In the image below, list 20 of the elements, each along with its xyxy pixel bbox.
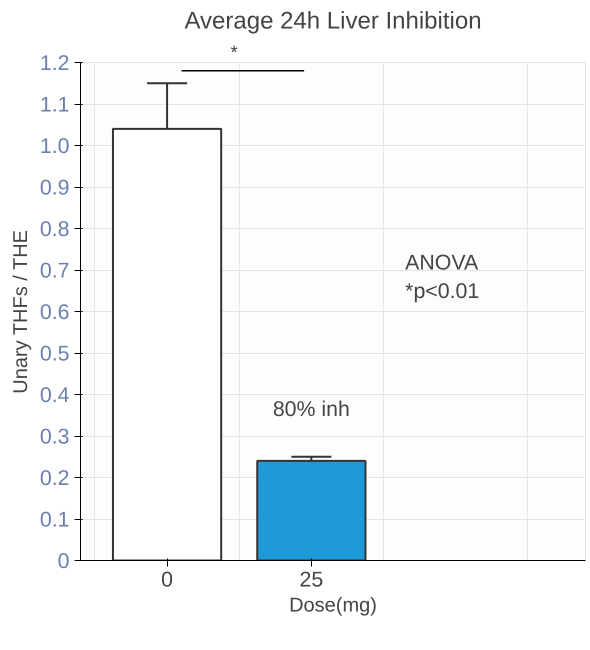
y-tick-label: 0 [58, 549, 70, 573]
x-tick-label: 25 [299, 568, 324, 592]
text: ANOVA *p<0.01 [405, 250, 480, 304]
x-axis-title: Dose(mg) [289, 594, 377, 616]
y-tick-label: 0.7 [40, 258, 70, 282]
annotation: 80% inh [272, 396, 350, 421]
y-tick-label: 1.2 [40, 51, 70, 75]
y-tick-label: 0.5 [40, 342, 70, 366]
y-tick-label: 0.4 [40, 383, 70, 407]
y-tick-label: 1.1 [40, 92, 70, 116]
y-tick-label: 0.8 [40, 217, 70, 241]
y-tick-label: 1.0 [40, 134, 70, 158]
chart-title: Average 24h Liver Inhibition [184, 8, 482, 34]
y-tick-label: 0.9 [40, 176, 70, 200]
y-tick-label: 0.3 [40, 424, 70, 448]
y-axis-title: Unary THFs / THE [10, 230, 32, 394]
y-tick-label: 0.1 [40, 508, 70, 532]
y-tick-label: 0.6 [40, 300, 70, 324]
text: * [230, 42, 238, 62]
y-tick-label: 0.2 [40, 466, 70, 490]
